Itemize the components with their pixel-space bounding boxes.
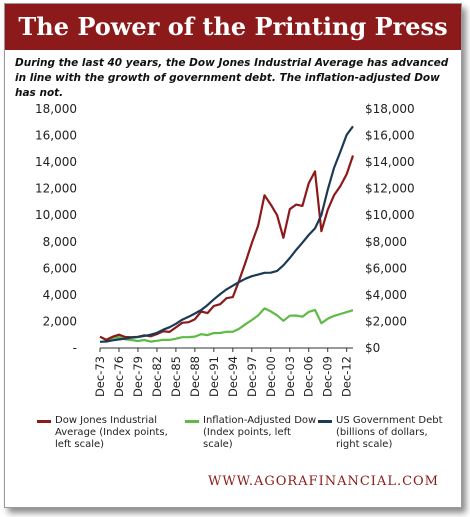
x-tick-label: Dec-12: [340, 356, 354, 397]
y-left-tick-label: 12,000: [35, 182, 77, 196]
y-right-tick-label: $18,000: [365, 102, 415, 116]
x-tick-label: Dec-94: [226, 356, 240, 397]
y-left-tick-label: 2,000: [43, 314, 77, 328]
x-tick-label: Dec-09: [321, 356, 335, 397]
x-tick-label: Dec-76: [112, 356, 126, 397]
legend-swatch-dow: [37, 420, 51, 423]
line-chart: 18,000 16,000 14,000 12,000 10,000 8,000 6,000…: [35, 102, 415, 397]
legend-label-inflation: Inflation-Adjusted Dow (Index points, le…: [203, 415, 317, 450]
x-tick-label: Dec-91: [207, 356, 221, 397]
legend-label-dow: Dow Jones Industrial Average (Index poin…: [55, 415, 168, 450]
x-tick-label: Dec-73: [93, 356, 107, 397]
y-left-tick-label: 8,000: [43, 235, 77, 249]
x-tick-label: Dec-03: [283, 356, 297, 397]
y-right-tick-label: $12,000: [365, 182, 415, 196]
y-right-tick-label: $2,000: [365, 314, 407, 328]
y-right-tick-label: $16,000: [365, 129, 415, 143]
y-right-tick-label: $0: [365, 341, 380, 355]
chart-subtitle: During the last 40 years, the Dow Jones …: [15, 57, 449, 99]
x-tick-label: Dec-79: [131, 356, 145, 397]
x-tick-label: Dec-88: [188, 356, 202, 397]
y-right-tick-label: $14,000: [365, 155, 415, 169]
y-left-tick-label: -: [73, 341, 77, 355]
legend-swatch-debt: [318, 420, 332, 423]
footer-url[interactable]: WWW.AGORAFINANCIAL.COM: [208, 474, 439, 489]
x-tick-label: Dec-00: [264, 356, 278, 397]
y-right-tick-label: $6,000: [365, 261, 407, 275]
legend-label-debt: US Government Debt (billions of dollars,…: [336, 415, 443, 450]
y-left-tick-label: 16,000: [35, 129, 77, 143]
y-right-tick-label: $8,000: [365, 235, 407, 249]
x-tick-label: Dec-82: [150, 356, 164, 397]
legend-swatch-inflation: [185, 420, 199, 423]
y-left-tick-label: 10,000: [35, 208, 77, 222]
y-right-tick-label: $4,000: [365, 288, 407, 302]
series-line-us-debt: [99, 125, 354, 343]
y-left-tick-label: 4,000: [43, 288, 77, 302]
series-line-inflation-adjusted-dow: [99, 307, 354, 343]
y-right-tick-label: $10,000: [365, 208, 415, 222]
chart-title: The Power of the Printing Press: [18, 12, 448, 41]
y-left-tick-label: 14,000: [35, 155, 77, 169]
title-bar: The Power of the Printing Press: [5, 4, 461, 50]
x-tick-label: Dec-97: [245, 356, 259, 397]
x-tick-label: Dec-06: [302, 356, 316, 397]
y-left-tick-label: 18,000: [35, 102, 77, 116]
y-left-tick-label: 6,000: [43, 261, 77, 275]
x-tick-label: Dec-85: [169, 356, 183, 397]
chart-frame: The Power of the Printing Press During t…: [4, 3, 462, 508]
